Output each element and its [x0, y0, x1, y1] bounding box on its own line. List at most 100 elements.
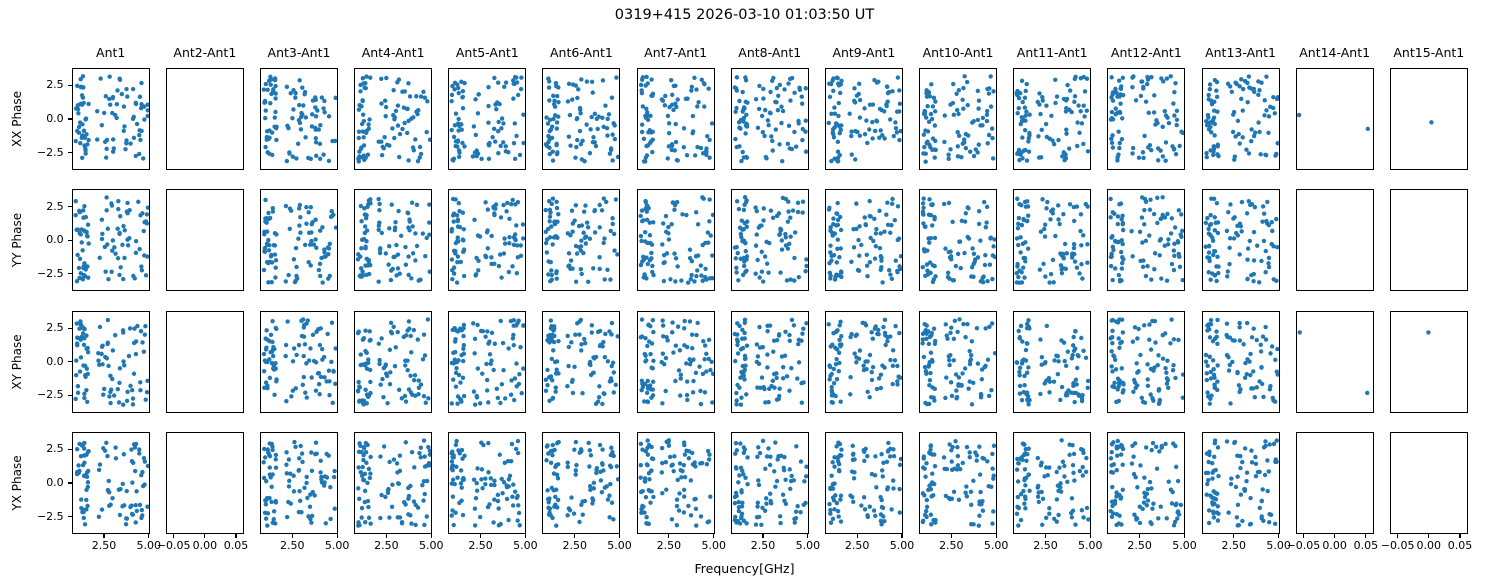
scatter-panel-r0c9: [919, 68, 998, 170]
x-tick-label: 5.00: [983, 539, 1009, 552]
scatter-points: [1425, 329, 1431, 335]
scatter-panel-r3c11: [1107, 432, 1186, 534]
column-title-ant11-ant1: Ant11-Ant1: [1016, 45, 1088, 60]
y-tick-label: 0.0: [46, 354, 64, 368]
scatter-points: [1391, 190, 1467, 290]
column-title-ant6-ant1: Ant6-Ant1: [549, 45, 613, 60]
x-tick-mark: [1278, 534, 1280, 538]
x-tick-mark: [995, 534, 997, 538]
scatter-points: [449, 197, 526, 286]
scatter-points: [167, 433, 243, 533]
x-tick-mark: [385, 534, 387, 538]
scatter-panel-r0c1: [165, 68, 244, 170]
row-label-yx-phase: YX Phase: [10, 455, 24, 511]
y-tick-mark: [67, 118, 72, 120]
y-tick-label: 2.5: [46, 321, 64, 335]
scatter-points: [732, 195, 808, 285]
scatter-points: [355, 316, 431, 407]
scatter-panel-r0c6: [636, 68, 715, 170]
scatter-points: [1014, 196, 1091, 286]
scatter-panel-r0c14: [1389, 68, 1468, 170]
x-tick-mark: [173, 534, 175, 538]
scatter-panel-r2c9: [919, 310, 998, 413]
x-tick-mark: [235, 534, 237, 538]
x-tick-label: 5.00: [607, 539, 632, 552]
x-tick-mark: [762, 534, 764, 538]
x-tick-label: 2.50: [1221, 539, 1247, 552]
scatter-points: [1391, 433, 1467, 533]
x-tick-mark: [524, 534, 526, 538]
scatter-panel-r2c11: [1107, 310, 1186, 413]
scatter-panel-r1c6: [636, 189, 715, 292]
scatter-panel-r3c1: [165, 432, 244, 534]
x-axis-label: Frequency[GHz]: [694, 561, 795, 576]
scatter-points: [261, 316, 337, 405]
scatter-panel-r3c9: [919, 432, 998, 534]
scatter-panel-r3c5: [542, 432, 621, 534]
scatter-points: [449, 438, 523, 528]
scatter-points: [356, 74, 432, 164]
y-tick-label: 2.5: [46, 78, 64, 92]
x-tick-label: 2.50: [280, 539, 305, 552]
column-title-ant5-ant1: Ant5-Ant1: [455, 45, 519, 60]
scatter-panel-r0c2: [260, 68, 338, 170]
scatter-panel-r3c10: [1013, 432, 1092, 534]
scatter-panel-r2c0: [71, 310, 150, 413]
x-tick-label: 0.00: [1416, 539, 1442, 552]
x-tick-mark: [574, 534, 576, 538]
column-title-ant8-ant1: Ant8-Ant1: [738, 45, 802, 60]
scatter-panel-r3c8: [824, 432, 903, 534]
scatter-panel-r1c9: [919, 189, 998, 292]
x-tick-label: 2.50: [750, 539, 776, 552]
scatter-points: [1014, 74, 1091, 163]
scatter-points: [826, 75, 902, 164]
scatter-points: [356, 438, 432, 528]
x-tick-label: 5.00: [136, 539, 162, 552]
scatter-panel-r2c10: [1013, 310, 1092, 413]
x-tick-mark: [1089, 534, 1091, 538]
column-title-ant1: Ant1: [96, 45, 126, 60]
scatter-panel-r0c4: [448, 68, 527, 170]
scatter-panel-r0c0: [71, 68, 150, 170]
x-tick-label: −0.05: [1380, 539, 1415, 552]
x-tick-mark: [618, 534, 621, 538]
x-tick-label: 2.50: [562, 539, 587, 552]
scatter-panel-r2c4: [448, 310, 527, 413]
x-tick-label: 2.50: [1127, 539, 1152, 552]
scatter-points: [1297, 433, 1373, 533]
y-tick-label: 2.5: [46, 442, 64, 456]
x-tick-mark: [1139, 534, 1141, 538]
scatter-points: [167, 69, 243, 169]
scatter-panel-r0c8: [824, 68, 903, 170]
x-tick-mark: [856, 534, 858, 538]
column-title-ant7-ant1: Ant7-Ant1: [644, 45, 708, 60]
scatter-panel-r2c7: [730, 310, 809, 413]
y-tick-label: −2.5: [36, 388, 64, 402]
scatter-points: [920, 439, 997, 528]
scatter-points: [920, 196, 997, 285]
scatter-points: [544, 439, 620, 528]
y-tick-mark: [67, 206, 72, 208]
scatter-panel-r1c3: [354, 189, 433, 292]
x-tick-label: 0.05: [1447, 539, 1473, 552]
x-tick-mark: [430, 534, 432, 538]
scatter-panel-r1c2: [260, 189, 338, 292]
scatter-points: [827, 440, 902, 527]
scatter-points: [449, 317, 526, 407]
x-tick-label: 2.50: [91, 539, 117, 552]
scatter-panel-r3c2: [260, 432, 338, 534]
scatter-points: [1014, 317, 1091, 407]
scatter-points: [543, 196, 620, 285]
scatter-panel-r3c14: [1389, 432, 1468, 534]
x-tick-mark: [291, 534, 293, 538]
x-tick-mark: [1365, 534, 1367, 538]
scatter-panel-r3c3: [354, 432, 433, 534]
scatter-panel-r3c13: [1295, 432, 1374, 534]
scatter-panel-r3c12: [1201, 432, 1280, 534]
column-title-ant9-ant1: Ant9-Ant1: [832, 45, 896, 60]
x-tick-label: 5.00: [1172, 539, 1197, 552]
x-tick-label: 0.00: [1322, 539, 1347, 552]
x-tick-label: 2.50: [844, 539, 870, 552]
scatter-panel-r2c14: [1389, 310, 1468, 413]
y-tick-label: 0.0: [46, 476, 64, 489]
